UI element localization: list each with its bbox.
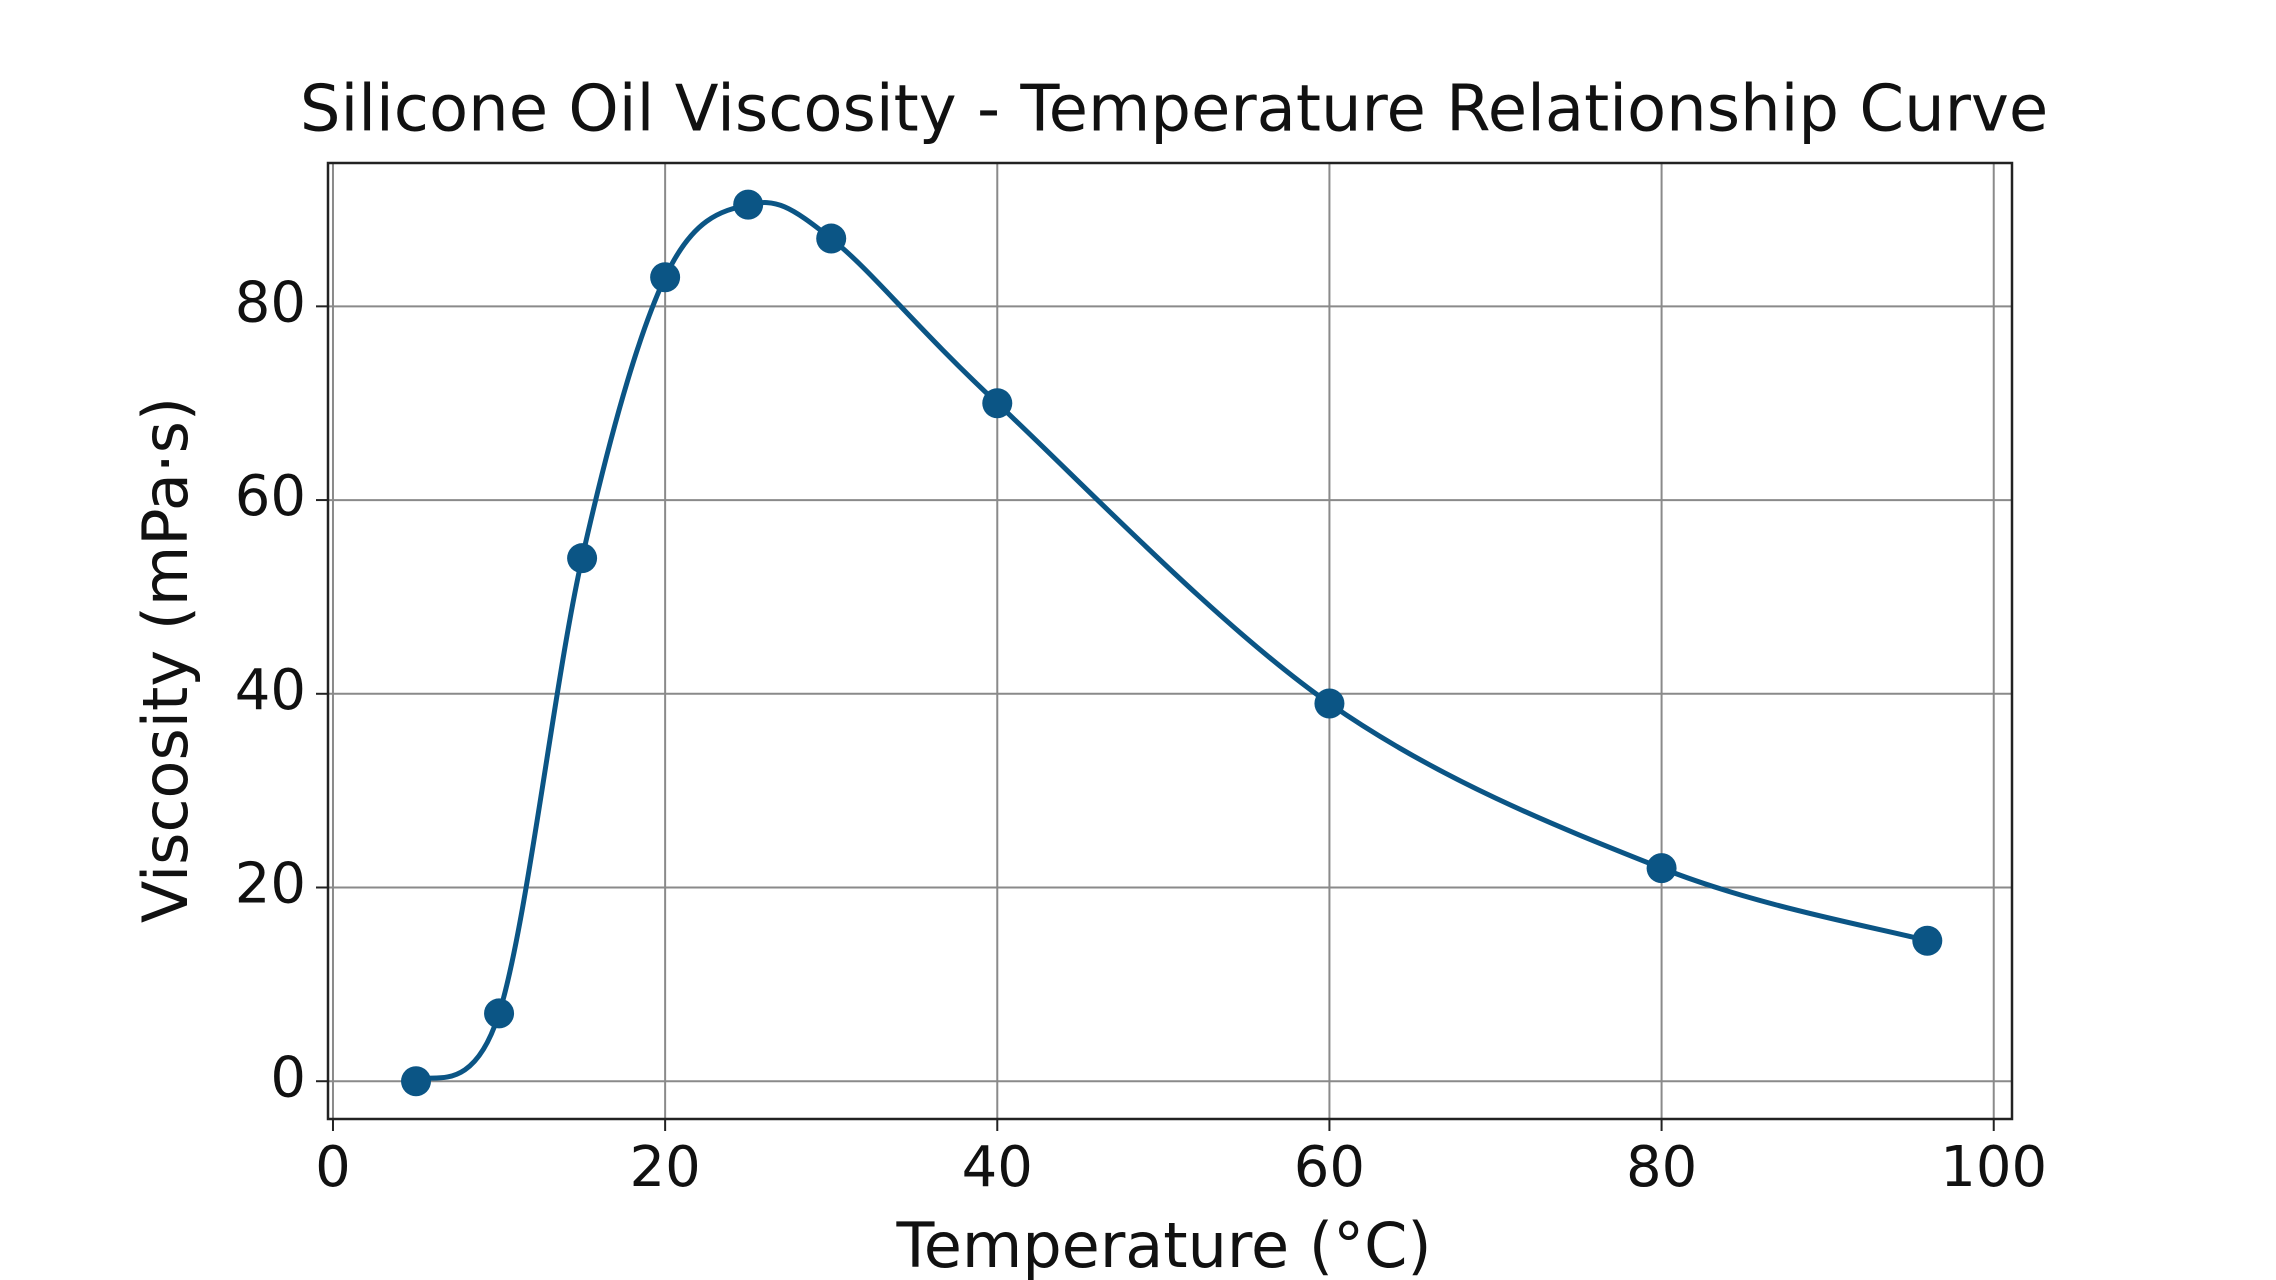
x-tick-label: 40 bbox=[962, 1135, 1033, 1200]
marker bbox=[567, 543, 598, 574]
marker bbox=[650, 262, 681, 293]
plot-frame bbox=[326, 161, 2014, 1121]
y-tick-label: 0 bbox=[270, 1045, 306, 1110]
marker bbox=[1912, 925, 1943, 956]
y-tick-label: 40 bbox=[235, 658, 306, 723]
y-axis-label: Viscosity (mPa·s) bbox=[129, 397, 202, 923]
x-tick-label: 100 bbox=[1940, 1135, 2047, 1200]
marker bbox=[733, 189, 764, 220]
x-tick-label: 20 bbox=[629, 1135, 700, 1200]
marker bbox=[401, 1066, 432, 1097]
marker bbox=[816, 223, 847, 254]
y-tick-label: 80 bbox=[235, 270, 306, 335]
marker bbox=[982, 388, 1013, 419]
x-tick-label: 80 bbox=[1626, 1135, 1697, 1200]
chart-title: Silicone Oil Viscosity - Temperature Rel… bbox=[300, 73, 2048, 147]
line bbox=[414, 200, 1928, 1084]
x-tick-label: 60 bbox=[1294, 1135, 1365, 1200]
marker bbox=[484, 998, 515, 1029]
marker bbox=[1646, 853, 1677, 884]
marker bbox=[1314, 688, 1345, 719]
x-tick-label: 0 bbox=[315, 1135, 351, 1200]
x-axis-label: Temperature (°C) bbox=[895, 1209, 1431, 1280]
y-tick-label: 60 bbox=[235, 464, 306, 529]
y-tick-label: 20 bbox=[235, 852, 306, 917]
